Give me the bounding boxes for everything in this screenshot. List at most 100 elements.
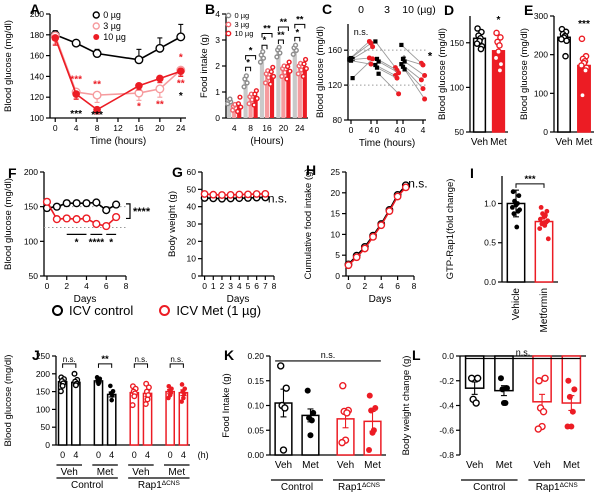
svg-text:24: 24 [176,123,186,133]
open-circle-icon [52,305,63,316]
svg-text:4: 4 [379,281,384,291]
svg-text:1.0: 1.0 [484,198,496,208]
svg-text:25: 25 [331,167,341,177]
svg-text:200: 200 [534,50,548,60]
svg-text:6: 6 [104,281,109,291]
chart-B: 0 1 2 3 4 Food intake (g) (Hours) 4 8 16 20 24 0 µg3… [199,9,309,147]
panel-letter-L: L [412,347,421,363]
svg-text:0.00: 0.00 [247,450,264,460]
svg-text:Metformin: Metformin [539,288,550,332]
svg-text:160: 160 [30,51,44,61]
svg-text:***: *** [524,174,535,185]
svg-text:Blood glucose (mg/dl): Blood glucose (mg/dl) [437,28,448,120]
svg-text:0.0: 0.0 [442,351,454,361]
legend-item-icv-control: ICV control [52,303,133,318]
panel-letter-J: J [32,347,40,363]
svg-text:140: 140 [30,71,44,81]
svg-text:Met: Met [168,467,185,478]
panel-I: I 0.0 0.5 1.0 GTP-Rap1(fold change) Vehicle Me… [442,162,600,340]
panel-letter-E: E [524,2,534,18]
chart-L-canvas: 0.0 -0.2 -0.4 -0.6 -0.8 Body weight change (g… [401,347,586,493]
svg-text:250: 250 [36,351,50,361]
svg-text:0: 0 [202,281,207,291]
svg-text:*: * [109,237,113,248]
panel-K: K 0.00 0.05 0.10 0.15 0.20 Food Intake (g) Veh M… [218,344,398,501]
svg-text:**: ** [280,17,288,28]
svg-text:Days: Days [74,294,97,305]
svg-text:Rap1ΔCNS: Rap1ΔCNS [536,482,579,493]
svg-text:50: 50 [455,127,465,137]
svg-text:6: 6 [254,281,259,291]
svg-text:*: * [497,15,501,26]
svg-text:0: 0 [401,125,406,135]
svg-text:Vehicle: Vehicle [511,288,522,321]
panel-D: D 50 100 150 Blood glucose (mg/dl) Veh Met * [434,0,516,158]
svg-text:100: 100 [36,404,50,414]
svg-text:Met: Met [563,460,580,471]
svg-text:Met: Met [97,467,114,478]
svg-text:100: 100 [450,82,464,92]
svg-text:n.s.: n.s. [170,355,183,364]
svg-text:Rap1ΔCNS: Rap1ΔCNS [338,482,381,493]
svg-text:0 µg: 0 µg [103,10,121,20]
svg-text:-0.8: -0.8 [439,450,454,460]
svg-text:(Hours): (Hours) [250,136,283,147]
panel-E: E 0 100 200 300 Blood glucose (mg/dl) Veh Met **… [516,0,600,158]
chart-K-canvas: 0.00 0.05 0.10 0.15 0.20 Food Intake (g) Veh Me… [221,350,386,493]
svg-text:0: 0 [335,271,340,281]
svg-text:Days: Days [369,294,392,305]
svg-text:6: 6 [395,281,400,291]
svg-text:0: 0 [215,113,220,123]
svg-text:50: 50 [29,271,39,281]
svg-text:16: 16 [134,123,144,133]
svg-text:0: 0 [53,123,58,133]
svg-text:n.s.: n.s. [321,350,336,360]
svg-text:**: ** [177,79,185,90]
svg-text:200: 200 [36,369,50,379]
svg-text:**: ** [93,80,101,91]
svg-text:40: 40 [187,202,197,212]
svg-text:Blood glucose (mg/dl): Blood glucose (mg/dl) [3,178,14,270]
svg-text:n.s.: n.s. [268,192,287,206]
panel-letter-G: G [172,164,183,180]
svg-text:20: 20 [279,123,289,133]
chart-F-canvas: 50 100 150 200 Blood glucose (mg/dl) 0 2 4 6 8 Day… [3,167,151,305]
svg-text:0: 0 [132,450,137,460]
svg-text:0.10: 0.10 [247,401,264,411]
svg-text:Met: Met [496,460,513,471]
svg-text:Control: Control [71,480,103,491]
svg-text:***: *** [70,109,82,120]
svg-text:150: 150 [24,202,38,212]
panel-letter-D: D [444,2,455,18]
chart-B-canvas: 0 1 2 3 4 Food intake (g) (Hours) 4 8 16 20 24 0 µg3… [199,9,309,147]
svg-text:0: 0 [349,125,354,135]
svg-text:60: 60 [187,167,197,177]
svg-text:n.s.: n.s. [354,27,369,37]
svg-text:3: 3 [228,281,233,291]
svg-text:Veh: Veh [471,137,488,148]
chart-I: 0.0 0.5 1.0 GTP-Rap1(fold change) Vehicle Met… [445,174,558,332]
svg-text:0: 0 [45,440,50,450]
svg-text:Control: Control [281,482,313,493]
svg-text:Veh: Veh [61,467,78,478]
icv-legend: ICV control ICV Met (1 µg) [52,303,261,318]
svg-text:**: ** [101,354,109,365]
panel-letter-C: C [322,1,333,17]
svg-text:8: 8 [412,281,417,291]
svg-text:Veh: Veh [337,460,354,471]
svg-text:Time (hours): Time (hours) [359,138,415,149]
svg-text:2: 2 [220,281,225,291]
svg-text:120: 120 [328,80,342,90]
svg-text:*: * [179,53,183,64]
svg-text:3: 3 [384,4,390,16]
svg-text:100: 100 [30,113,44,123]
panel-H: H 0 5 10 15 20 25 Cumulative food intake (g) 0 2 4… [300,162,442,314]
svg-text:**: ** [156,99,164,110]
panel-G: G 0 10 20 30 40 50 60 Body weight (g) 0 1 2 3 4 5 6 7 8 Da… [164,162,300,314]
svg-text:20: 20 [155,123,165,133]
